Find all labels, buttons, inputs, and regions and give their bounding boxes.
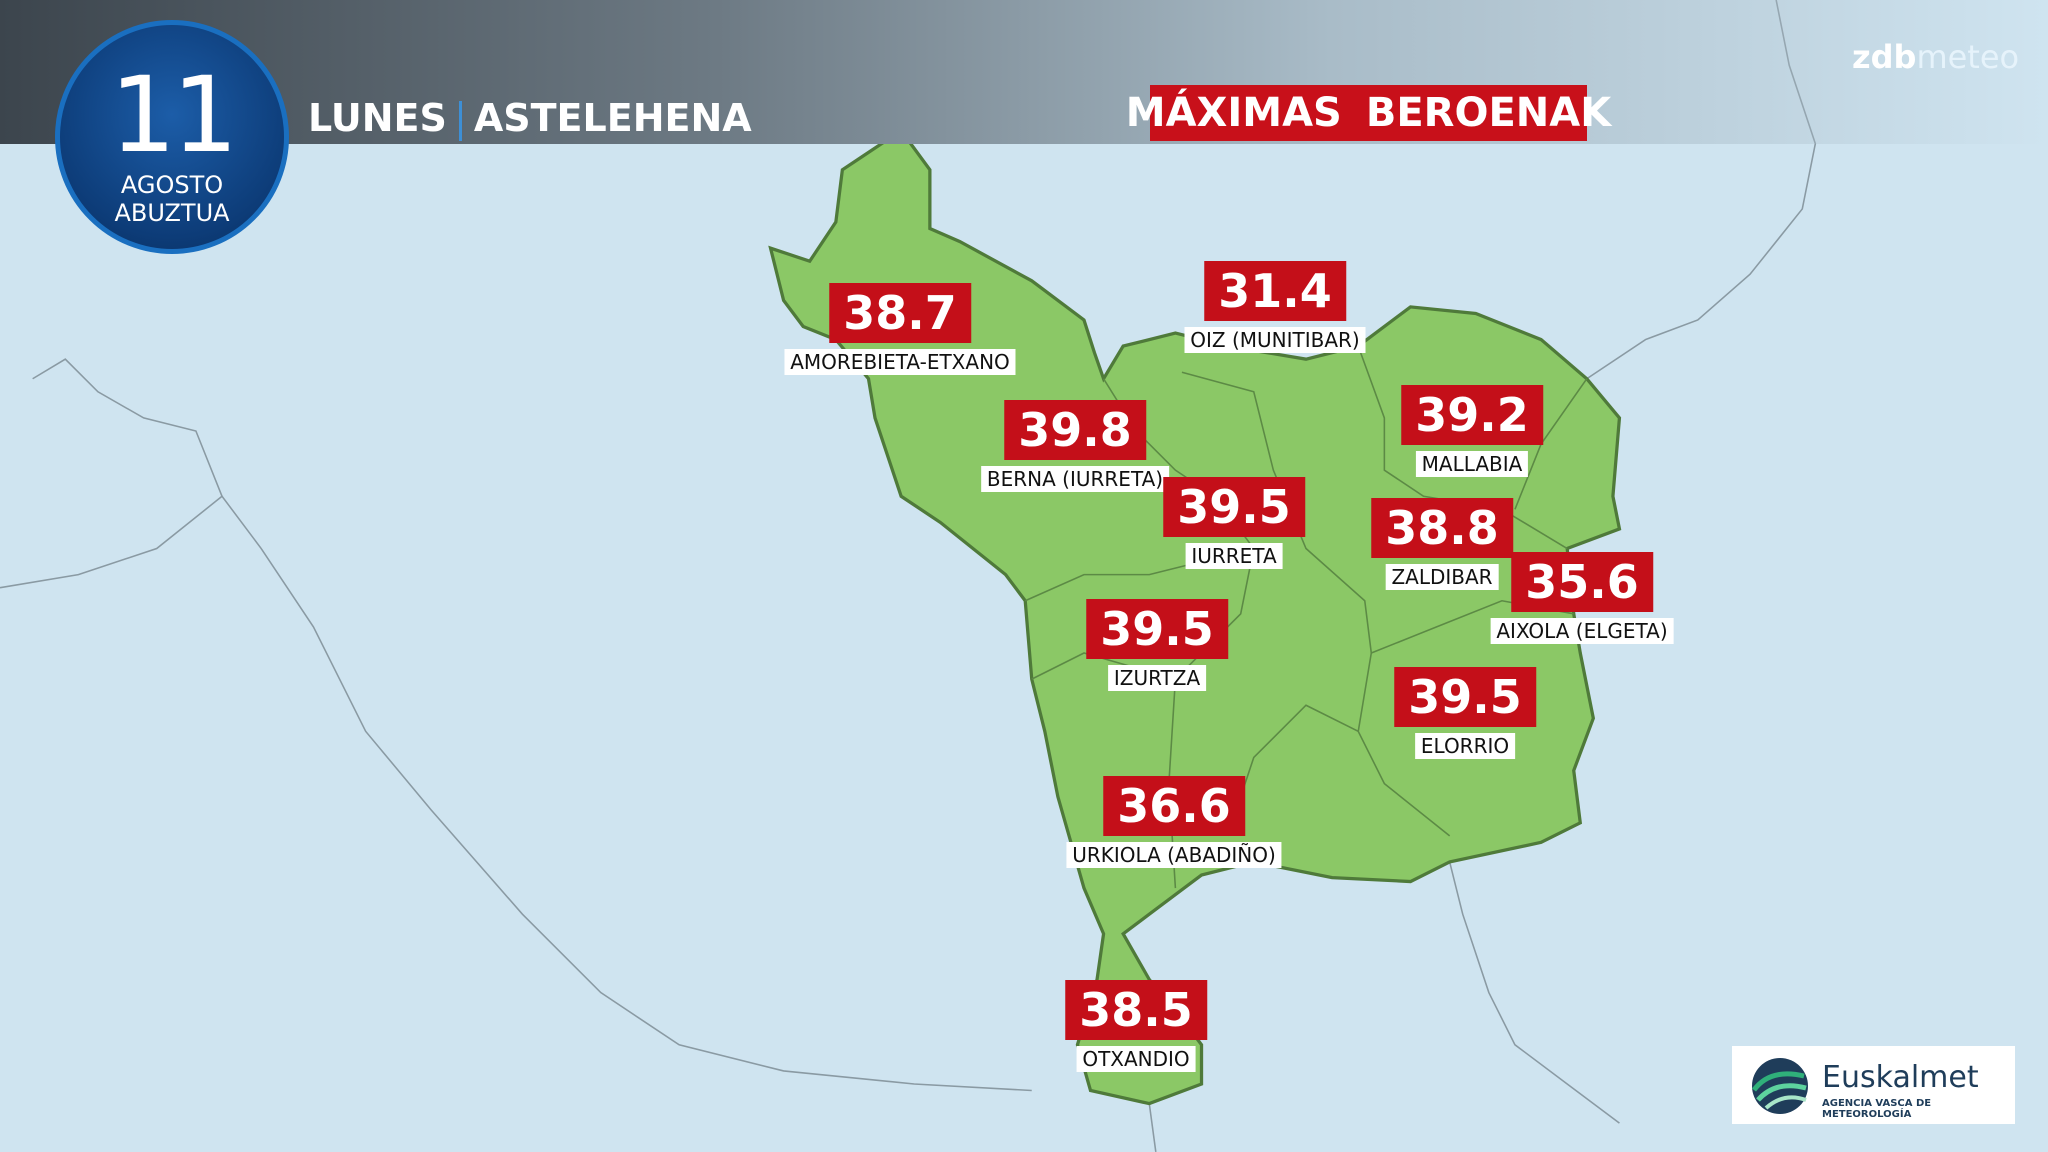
- station: 35.6 AIXOLA (ELGETA): [1490, 552, 1674, 644]
- temperature: 31.4: [1204, 261, 1346, 321]
- date-badge: 11 AGOSTO ABUZTUA: [55, 20, 289, 254]
- station-name: IZURTZA: [1107, 665, 1207, 691]
- station: 39.2 MALLABIA: [1401, 385, 1543, 477]
- title: MÁXIMAS BEROENAK: [1126, 85, 1611, 141]
- station-name: ELORRIO: [1414, 733, 1516, 759]
- logo-tagline: AGENCIA VASCA DE METEOROLOGÍA: [1822, 1098, 1932, 1120]
- station: 38.5 OTXANDIO: [1065, 980, 1207, 1072]
- temperature: 39.5: [1086, 599, 1228, 659]
- station-name: ZALDIBAR: [1385, 564, 1499, 590]
- temperature: 39.5: [1163, 477, 1305, 537]
- station-name: MALLABIA: [1415, 451, 1529, 477]
- station: 36.6 URKIOLA (ABADIÑO): [1066, 776, 1282, 868]
- brand-zdb: zdb: [1852, 38, 1917, 76]
- weekday-es: LUNES: [308, 96, 447, 140]
- top-bar: [0, 0, 2048, 144]
- station-name: OIZ (MUNITIBAR): [1184, 327, 1366, 353]
- station: 39.5 IURRETA: [1163, 477, 1305, 569]
- logo-name: Euskalmet: [1822, 1060, 1979, 1095]
- temperature: 38.7: [829, 283, 971, 343]
- month: AGOSTO: [120, 171, 224, 199]
- temperature: 39.8: [1004, 400, 1146, 460]
- station-name: AIXOLA (ELGETA): [1490, 618, 1674, 644]
- temperature: 39.2: [1401, 385, 1543, 445]
- weekday: LUNES ASTELEHENA: [308, 96, 752, 141]
- brand: zdbmeteo: [1852, 38, 2019, 76]
- logo: Euskalmet AGENCIA VASCA DE METEOROLOGÍA: [1732, 1046, 2015, 1124]
- station: 39.5 ELORRIO: [1394, 667, 1536, 759]
- station: 39.5 IZURTZA: [1086, 599, 1228, 691]
- station: 38.8 ZALDIBAR: [1371, 498, 1513, 590]
- station: 31.4 OIZ (MUNITIBAR): [1184, 261, 1366, 353]
- station: 39.8 BERNA (IURRETA): [980, 400, 1170, 492]
- weekday-eu: ASTELEHENA: [473, 96, 752, 140]
- temperature: 38.5: [1065, 980, 1207, 1040]
- temperature: 35.6: [1511, 552, 1653, 612]
- station-name: BERNA (IURRETA): [980, 466, 1170, 492]
- brand-meteo: meteo: [1916, 38, 2020, 76]
- station-name: OTXANDIO: [1076, 1046, 1196, 1072]
- station-name: IURRETA: [1185, 543, 1283, 569]
- title-es: MÁXIMAS: [1125, 90, 1342, 136]
- station: 38.7 AMOREBIETA-ETXANO: [784, 283, 1016, 375]
- station-name: URKIOLA (ABADIÑO): [1066, 842, 1282, 868]
- temperature: 38.8: [1371, 498, 1513, 558]
- temperature: 39.5: [1394, 667, 1536, 727]
- title-eu: BEROENAK: [1365, 90, 1612, 136]
- logo-icon: [1751, 1058, 1808, 1114]
- station-name: AMOREBIETA-ETXANO: [784, 349, 1016, 375]
- day: 11: [109, 54, 238, 176]
- temperature: 36.6: [1103, 776, 1245, 836]
- month: ABUZTUA: [114, 199, 230, 227]
